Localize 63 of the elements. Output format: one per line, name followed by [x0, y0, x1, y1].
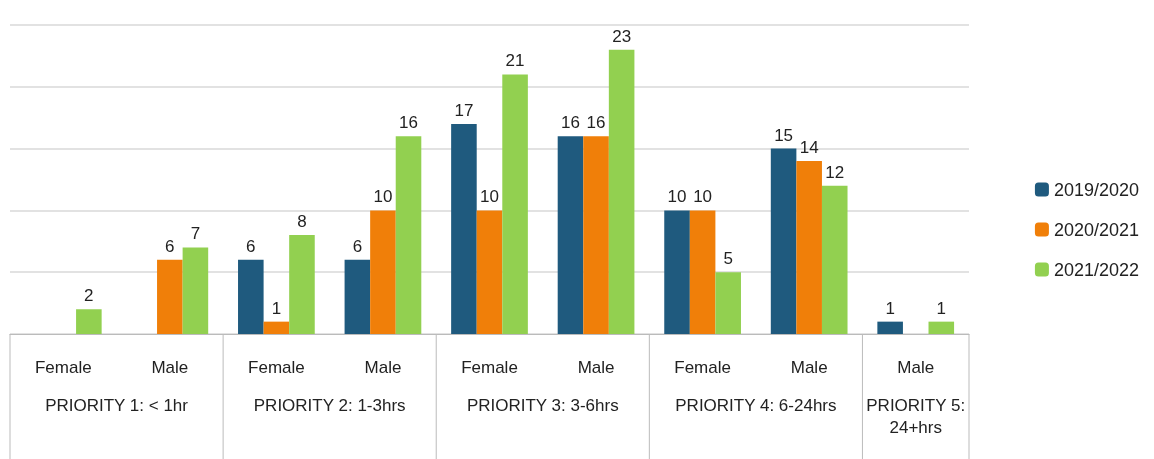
x-tick-label: Male [577, 358, 615, 377]
x-tick-label: Male [897, 358, 935, 377]
bar [502, 74, 528, 334]
data-label: 6 [165, 236, 175, 256]
text: PRIORITY 3: 3-6hrs [466, 395, 619, 415]
data-label: 2 [84, 286, 94, 306]
data-label: 16 [586, 113, 606, 133]
bar [476, 210, 503, 334]
legend-label: 2021/2022 [1053, 259, 1140, 280]
x-tick-label: Male [151, 358, 189, 377]
bar [263, 321, 290, 334]
bar [344, 259, 371, 334]
data-label: 17 [454, 100, 474, 120]
bar [182, 247, 209, 334]
data-label: 10 [667, 187, 687, 207]
text: PRIORITY 1: < 1hr [45, 395, 189, 415]
bar [796, 160, 822, 334]
data-label: 1 [885, 298, 895, 318]
data-label: 12 [825, 162, 845, 182]
bar [451, 123, 477, 334]
text: PRIORITY 4: 6-24hrs [675, 395, 837, 415]
data-label: 10 [373, 187, 393, 207]
data-label: 8 [297, 212, 307, 232]
bar [689, 210, 716, 334]
x-tick-label: Female [34, 358, 92, 377]
bar [770, 148, 797, 334]
data-label: 16 [561, 113, 580, 133]
data-label: 6 [352, 236, 363, 256]
bar [557, 136, 584, 334]
bar [664, 210, 690, 334]
x-tick-label: Male [364, 358, 402, 377]
bar [877, 321, 903, 334]
text: PRIORITY 5: 24+hrs [866, 395, 966, 437]
bar [370, 210, 396, 334]
data-label: 1 [936, 298, 947, 318]
bar [821, 185, 848, 334]
data-label: 23 [612, 26, 632, 46]
legend-label: 2019/2020 [1053, 179, 1140, 200]
bar [238, 259, 264, 334]
x-tick-label: Female [461, 358, 518, 377]
bar [289, 235, 315, 334]
x-tick-label: Male [790, 358, 828, 377]
legend-label: 2020/2021 [1053, 219, 1140, 240]
bar [157, 259, 183, 334]
data-label: 21 [505, 51, 525, 71]
data-label: 10 [480, 187, 499, 207]
bar [608, 49, 635, 334]
data-label: 16 [399, 113, 418, 133]
data-label: 14 [799, 137, 819, 157]
x-tick-label: Female [674, 358, 731, 377]
data-label: 10 [693, 187, 713, 207]
bar [76, 309, 102, 334]
data-label: 6 [246, 236, 256, 256]
text: PRIORITY 2: 1-3hrs [253, 395, 406, 415]
bar [928, 321, 955, 334]
data-label: 7 [190, 224, 201, 244]
bar [583, 136, 609, 334]
data-label: 1 [271, 298, 282, 318]
bar [395, 136, 422, 334]
x-tick-label: Female [248, 358, 305, 377]
data-label: 5 [723, 249, 733, 269]
bar [715, 272, 741, 334]
data-label: 15 [774, 125, 794, 145]
